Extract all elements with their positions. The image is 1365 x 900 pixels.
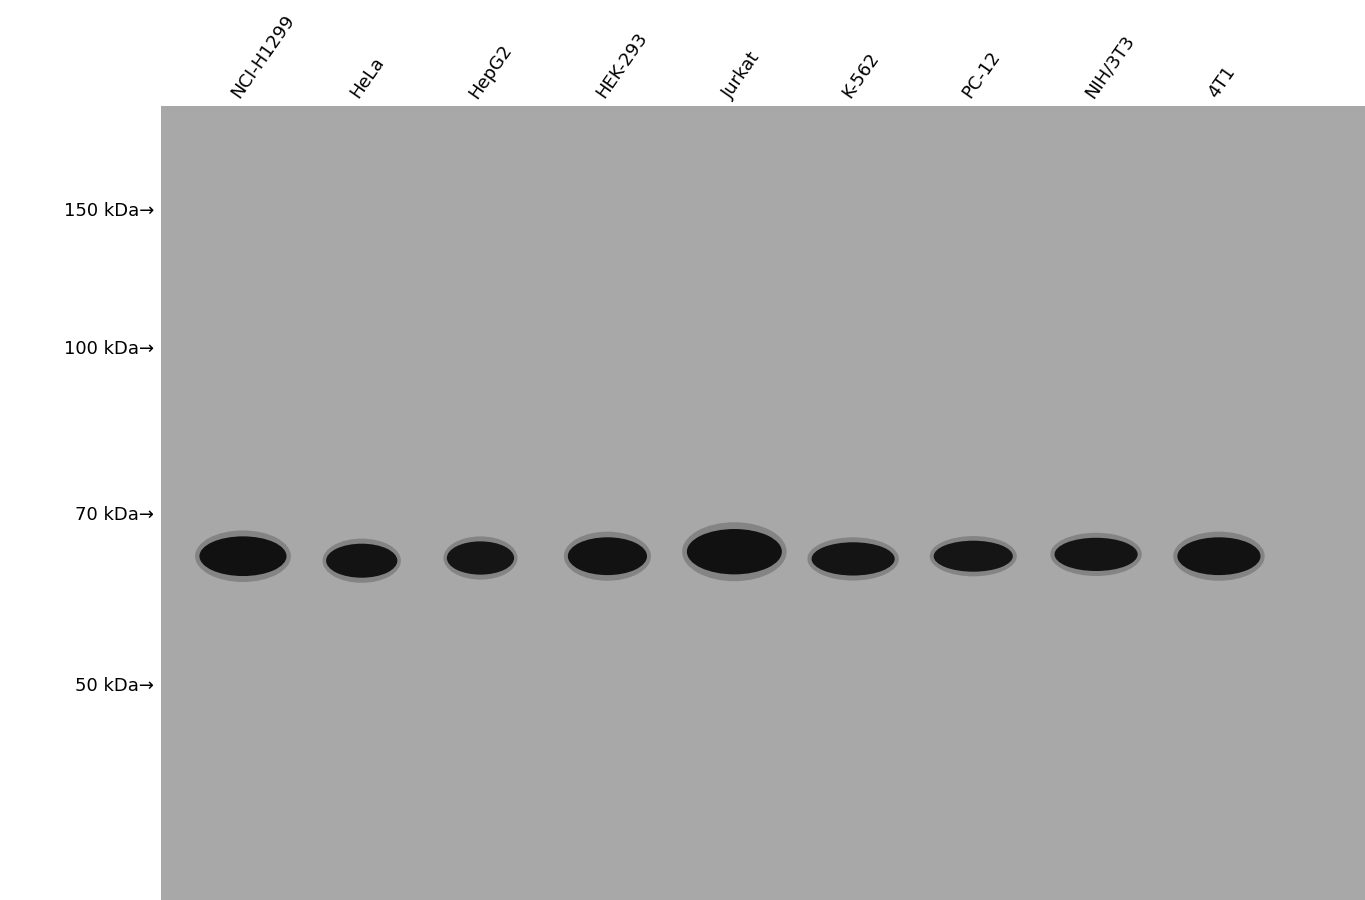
Text: 50 kDa→: 50 kDa→ [75,677,154,695]
Text: HepG2: HepG2 [465,41,516,102]
Ellipse shape [568,537,647,575]
Ellipse shape [1178,537,1260,575]
Text: K-562: K-562 [838,50,882,102]
Ellipse shape [1174,532,1264,580]
Ellipse shape [1055,538,1137,571]
Text: WWW.PTGAB.COM: WWW.PTGAB.COM [70,249,108,651]
Text: WWW.
PTGAB.
COM: WWW. PTGAB. COM [22,379,147,485]
Text: HeLa: HeLa [347,54,388,102]
Text: NCI-H1299: NCI-H1299 [228,12,299,102]
Text: Jurkat: Jurkat [719,49,764,102]
Ellipse shape [446,542,515,574]
Ellipse shape [326,544,397,578]
Ellipse shape [930,536,1017,576]
Text: HEK-293: HEK-293 [592,30,651,102]
Ellipse shape [199,536,287,576]
Ellipse shape [687,529,782,574]
Ellipse shape [322,538,401,583]
Text: PC-12: PC-12 [958,49,1003,102]
Ellipse shape [195,530,291,582]
Bar [161,106,1365,900]
Ellipse shape [808,537,898,580]
Ellipse shape [682,522,786,581]
Ellipse shape [444,536,517,580]
Text: 4T1: 4T1 [1204,64,1238,102]
Ellipse shape [934,541,1013,572]
Ellipse shape [812,543,894,575]
Text: 150 kDa→: 150 kDa→ [64,202,154,220]
Ellipse shape [564,532,651,580]
Text: 70 kDa→: 70 kDa→ [75,506,154,524]
Ellipse shape [1051,533,1141,576]
Text: 100 kDa→: 100 kDa→ [64,340,154,358]
Text: NIH/3T3: NIH/3T3 [1081,32,1137,102]
